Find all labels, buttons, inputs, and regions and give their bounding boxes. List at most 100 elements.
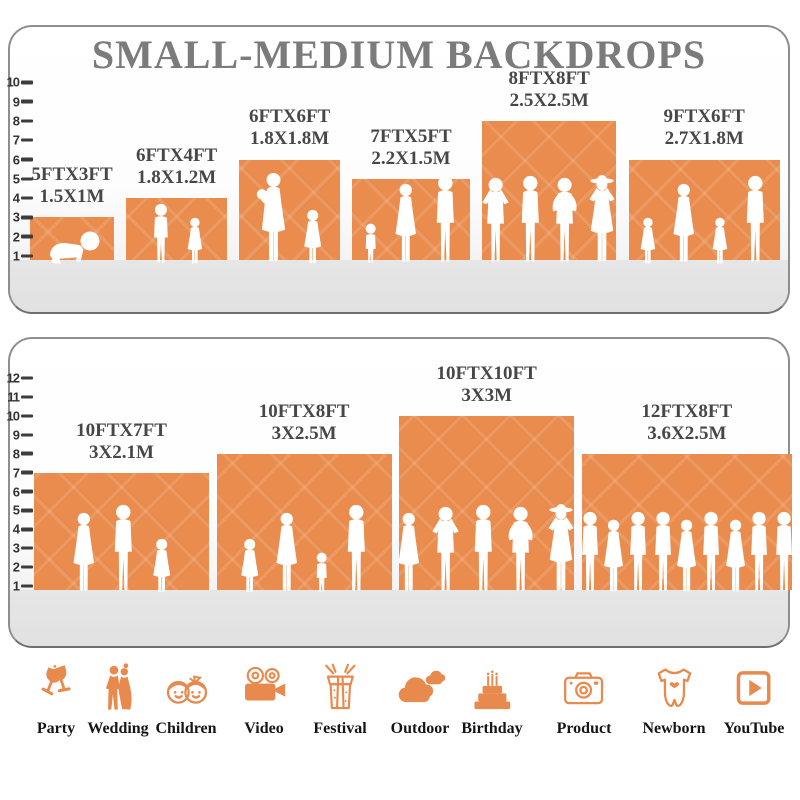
ruler-number: 4 bbox=[12, 190, 20, 206]
ruler-tick: 6 bbox=[1, 484, 33, 499]
category-outdoor: Outdoor bbox=[390, 662, 450, 738]
person-man-silhouette bbox=[114, 504, 133, 591]
size-m-label: 2.5X2.5M bbox=[509, 89, 589, 111]
people-silhouettes bbox=[96, 203, 257, 265]
ruler-tick: 4 bbox=[1, 522, 33, 537]
person-little-girl-silhouette bbox=[240, 538, 258, 593]
ruler-tick-mark bbox=[21, 414, 33, 418]
person-man-silhouette bbox=[703, 512, 719, 591]
backdrop-6ftx4ft bbox=[126, 198, 227, 260]
ruler-tick-mark bbox=[21, 99, 33, 104]
panel-small-medium-backdrops: SMALL-MEDIUM BACKDROPS 1 2 3 4 5 6 7 8 9 10 5FTX3FT… bbox=[7, 25, 790, 314]
category-children: Children bbox=[155, 662, 217, 738]
ruler-number: 1 bbox=[12, 248, 20, 264]
ruler-number: 8 bbox=[12, 113, 20, 129]
size-m-label: 2.7X1.8M bbox=[664, 128, 744, 150]
category-label: Newborn bbox=[642, 720, 706, 737]
person-man-silhouette bbox=[436, 175, 454, 262]
size-ft-label: 7FTX5FT bbox=[370, 125, 452, 147]
size-ft-label: 9FTX6FT bbox=[663, 106, 745, 128]
ruler-tick-mark bbox=[21, 234, 33, 239]
size-m-label: 3X2.1M bbox=[89, 441, 154, 463]
ruler-number: 3 bbox=[12, 209, 20, 225]
ruler-number: 5 bbox=[12, 502, 20, 518]
backdrop-8ftx8ft bbox=[482, 120, 617, 260]
ruler-tick: 2 bbox=[1, 229, 33, 244]
size-m-label: 1.5X1M bbox=[39, 186, 105, 208]
ruler-number: 7 bbox=[12, 132, 20, 148]
person-man-silhouette bbox=[347, 504, 365, 591]
size-m-label: 3X3M bbox=[461, 384, 513, 406]
panel-large-backdrops: 1 2 3 4 5 6 7 8 9 10 11 12 10FTX7FT 3X2.1M 10FTX8FT 3X2… bbox=[7, 337, 792, 648]
person-woman-silhouette bbox=[673, 183, 695, 262]
ruler-number: 12 bbox=[6, 370, 20, 386]
festival-icon bbox=[324, 663, 356, 710]
ruler-tick: 1 bbox=[1, 249, 33, 264]
size-m-label: 1.8X1.8M bbox=[250, 128, 330, 150]
size-m-label: 3.6X2.5M bbox=[647, 422, 727, 444]
ruler-tick: 3 bbox=[1, 541, 33, 556]
ruler-number: 6 bbox=[12, 484, 20, 499]
category-label: Party bbox=[36, 720, 76, 737]
ruler-tick: 7 bbox=[1, 465, 33, 480]
ruler-number: 4 bbox=[12, 521, 20, 537]
ruler-tick: 6 bbox=[1, 152, 33, 167]
category-label: Product bbox=[556, 720, 612, 737]
ruler-tick-mark bbox=[21, 177, 33, 181]
ruler-number: 11 bbox=[7, 389, 20, 405]
category-label: Children bbox=[155, 720, 217, 737]
backdrop-label-7ftx5ft: 7FTX5FT 2.2X1.5M bbox=[370, 126, 451, 170]
person-woman-silhouette bbox=[73, 512, 94, 591]
backdrop-label-9ftx6ft: 9FTX6FT 2.7X1.8M bbox=[664, 106, 745, 150]
category-label: Outdoor bbox=[390, 720, 450, 737]
ruler-tick: 7 bbox=[1, 133, 33, 148]
ruler-number: 2 bbox=[12, 559, 20, 575]
ruler-tick: 10 bbox=[1, 75, 33, 90]
backdrop-label-10ftx8ft: 10FTX8FT 3X2.5M bbox=[259, 401, 350, 445]
ruler-tick-mark bbox=[21, 433, 33, 437]
ruler-number: 2 bbox=[12, 229, 20, 245]
birthday-icon bbox=[474, 670, 510, 710]
category-label: Video bbox=[244, 720, 284, 737]
ruler-tick: 11 bbox=[1, 390, 33, 405]
people-silhouettes bbox=[187, 504, 422, 594]
person-man-silhouette bbox=[521, 175, 539, 262]
category-product: Product bbox=[556, 662, 612, 738]
person-man-silhouette bbox=[654, 512, 671, 591]
product-icon bbox=[564, 672, 604, 705]
ruler-tick-mark bbox=[21, 215, 33, 220]
ruler-tick-mark bbox=[21, 119, 33, 123]
person-man-silhouette bbox=[751, 512, 768, 591]
ruler-tick: 8 bbox=[1, 113, 33, 128]
person-little-girl-silhouette bbox=[153, 538, 171, 593]
category-label: Wedding bbox=[87, 720, 149, 737]
person-crawling-baby-silhouette bbox=[49, 231, 100, 264]
floor-shadow bbox=[10, 590, 788, 646]
ruler-tick: 3 bbox=[1, 210, 33, 225]
ruler-tick: 8 bbox=[1, 446, 33, 461]
people-silhouettes bbox=[209, 172, 370, 265]
backdrop-label-6ftx4ft: 6FTX4FT 1.8X1.2M bbox=[136, 145, 217, 189]
person-woman-silhouette bbox=[398, 512, 419, 591]
size-ft-label: 12FTX8FT bbox=[641, 400, 733, 422]
floor-shadow bbox=[10, 260, 788, 312]
person-woman-silhouette bbox=[677, 519, 697, 591]
person-girl-silhouette bbox=[187, 217, 202, 264]
person-woman-silhouette bbox=[395, 183, 416, 262]
category-party: Party bbox=[30, 662, 82, 738]
person-woman-silhouette bbox=[604, 519, 624, 591]
category-label: Birthday bbox=[461, 720, 523, 737]
video-icon bbox=[245, 666, 286, 701]
person-man-silhouette bbox=[581, 512, 598, 591]
ruler-number: 8 bbox=[12, 446, 20, 462]
person-man-silhouette bbox=[747, 175, 765, 262]
children-icon bbox=[166, 675, 207, 704]
person-woman-sunhat-silhouette bbox=[548, 504, 574, 591]
person-man-arms-up-silhouette bbox=[482, 177, 509, 262]
person-toddler-silhouette bbox=[365, 223, 376, 263]
ruler-tick-mark bbox=[21, 470, 33, 475]
ruler-number: 7 bbox=[12, 465, 20, 481]
person-little-girl-silhouette bbox=[303, 209, 321, 264]
ruler-tick-mark bbox=[21, 489, 33, 494]
ruler-tick-mark bbox=[21, 157, 33, 162]
